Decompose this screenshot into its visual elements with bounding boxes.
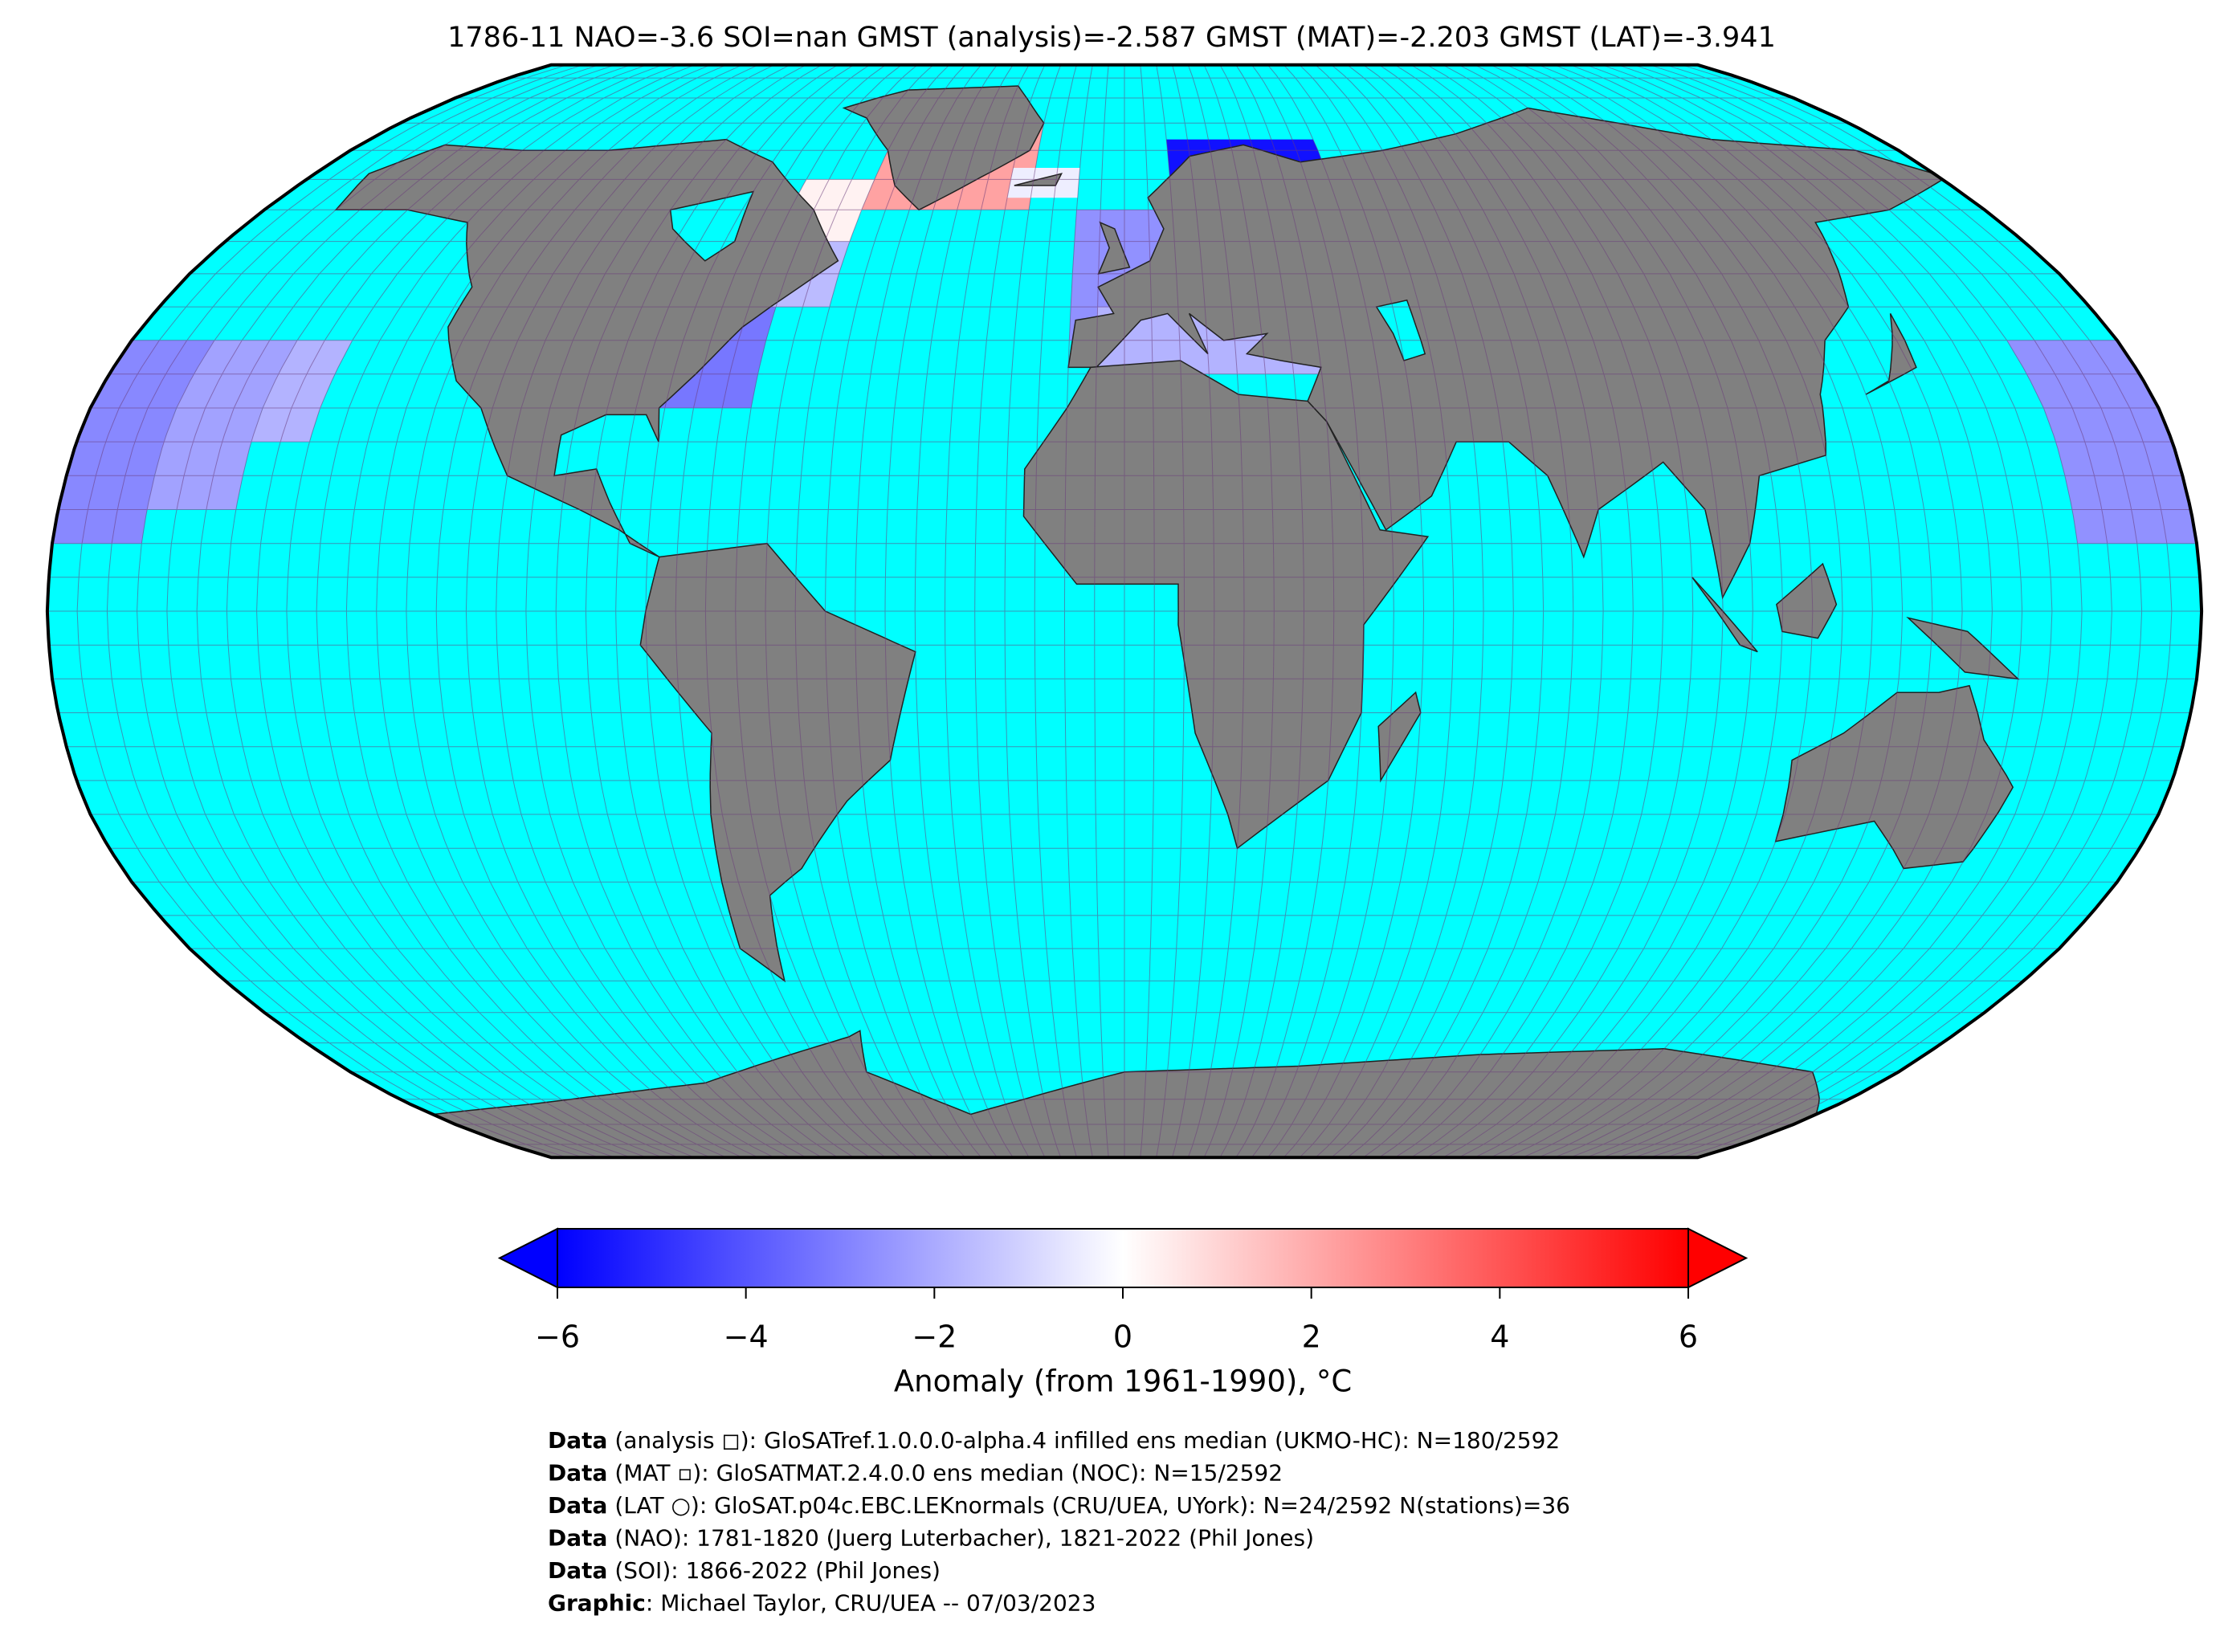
land — [1776, 562, 1838, 639]
footer-text: : Michael Taylor, CRU/UEA -- 07/03/2023 — [646, 1590, 1096, 1617]
footer-line: Data (analysis ◻): GloSATref.1.0.0.0-alp… — [548, 1427, 1560, 1454]
footer-bold: Data — [548, 1557, 607, 1584]
footer-bold: Data — [548, 1460, 607, 1487]
caspian-sea — [1375, 299, 1426, 361]
footer: Data (analysis ◻): GloSATref.1.0.0.0-alp… — [548, 1427, 1570, 1617]
title: 1786-11 NAO=-3.6 SOI=nan GMST (analysis)… — [447, 22, 1776, 54]
graticule — [47, 64, 2202, 1158]
anomaly-cell — [146, 340, 297, 510]
footer-bold: Data — [548, 1525, 607, 1552]
footer-bold: Data — [548, 1492, 607, 1519]
footer-text: (NAO): 1781-1820 (Juerg Luterbacher), 18… — [607, 1525, 1314, 1552]
colorbar-tick-label: −4 — [724, 1320, 769, 1355]
colorbar-bar — [557, 1228, 1689, 1288]
footer-text: (SOI): 1866-2022 (Phil Jones) — [607, 1557, 941, 1584]
map-outline — [45, 63, 2204, 1160]
map — [45, 63, 2204, 1160]
footer-line: Data (SOI): 1866-2022 (Phil Jones) — [548, 1557, 941, 1584]
colorbar-extend-low — [497, 1227, 558, 1289]
anomaly-cell — [251, 340, 353, 443]
colorbar-tick-label: −2 — [912, 1320, 957, 1355]
land — [1067, 107, 1944, 600]
footer-text: (analysis ◻): GloSATref.1.0.0.0-alpha.4 … — [607, 1427, 1560, 1454]
footer-line: Data (NAO): 1781-1820 (Juerg Luterbacher… — [548, 1525, 1314, 1552]
colorbar-extend-high — [1687, 1227, 1749, 1289]
colorbar-tick-label: −6 — [535, 1320, 580, 1355]
footer-bold: Data — [548, 1427, 607, 1454]
footer-text: (MAT ▫): GloSATMAT.2.4.0.0 ens median (N… — [607, 1460, 1283, 1487]
land — [1097, 221, 1131, 275]
colorbar: −6 −4 −2 0 2 4 6 — [497, 1227, 1749, 1355]
land — [1691, 577, 1758, 653]
colorbar-tick-label: 2 — [1302, 1320, 1321, 1355]
colorbar-tick-label: 0 — [1113, 1320, 1132, 1355]
footer-line: Data (MAT ▫): GloSATMAT.2.4.0.0 ens medi… — [548, 1460, 1283, 1487]
footer-bold: Graphic — [548, 1590, 646, 1617]
colorbar-tick-label: 6 — [1679, 1320, 1698, 1355]
colorbar-tick-label: 4 — [1490, 1320, 1509, 1355]
footer-line: Graphic: Michael Taylor, CRU/UEA -- 07/0… — [548, 1590, 1096, 1617]
land — [1377, 691, 1422, 783]
footer-text: (LAT ○): GloSAT.p04c.EBC.LEKnormals (CRU… — [607, 1492, 1570, 1519]
land — [639, 542, 916, 983]
colorbar-label: Anomaly (from 1961-1990), °C — [894, 1364, 1352, 1399]
hudson-bay — [669, 190, 755, 262]
footer-line: Data (LAT ○): GloSAT.p04c.EBC.LEKnormals… — [548, 1492, 1570, 1519]
